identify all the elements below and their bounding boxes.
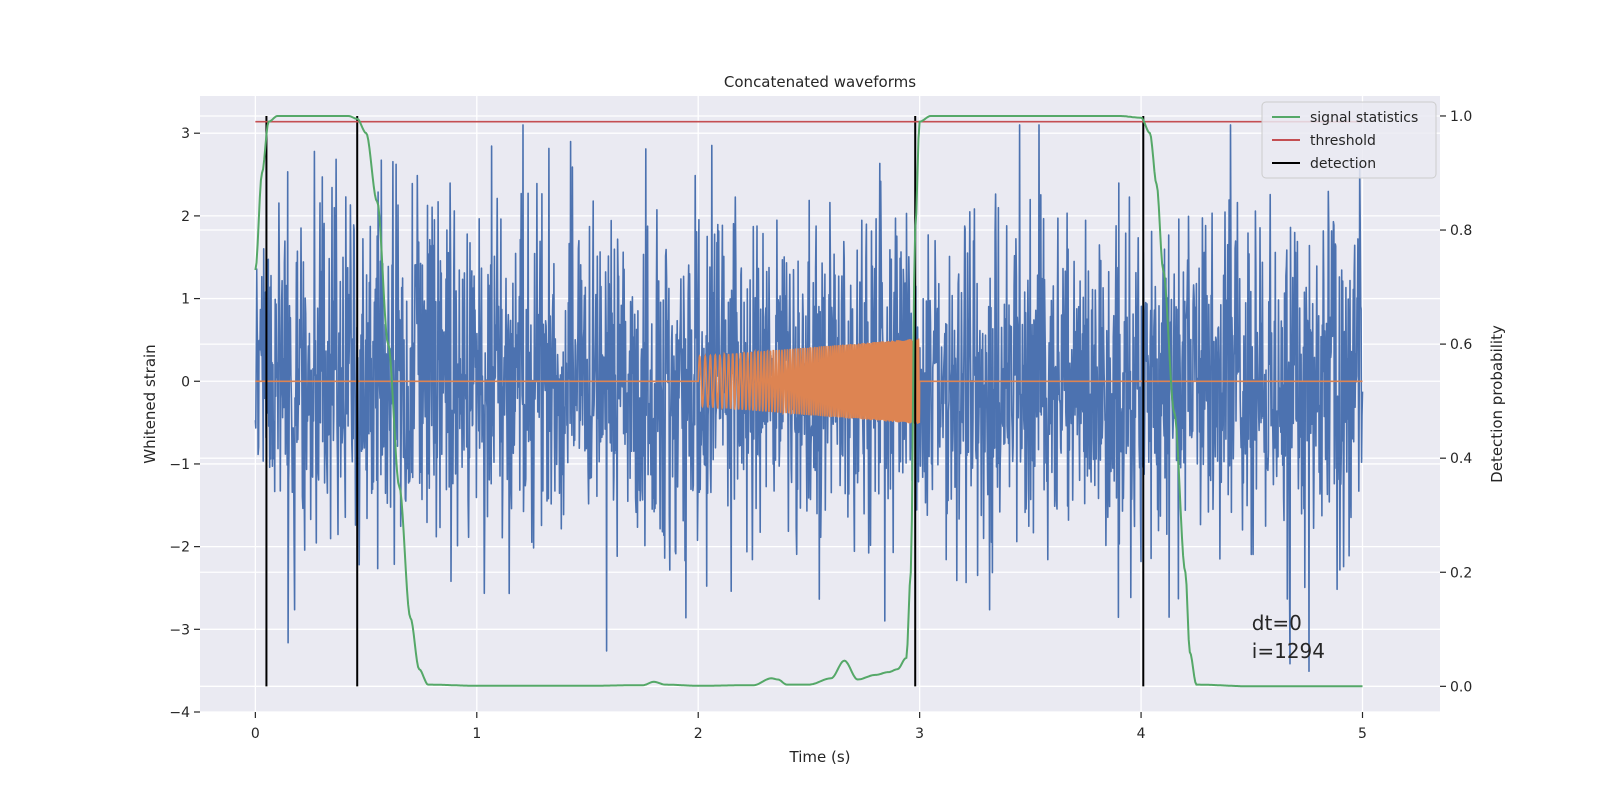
annotations: dt=0 i=1294 (1252, 611, 1325, 663)
axes-ticks: 0 1 2 3 4 5 −4 −3 −2 −1 0 1 2 3 0.0 0.2 0.4 0.6 0.8 1.0 (169, 109, 1472, 742)
y-tick-label: 3 (181, 126, 190, 142)
x-tick-label: 3 (915, 726, 924, 742)
y-tick-label: 2 (181, 209, 190, 225)
y-tick-label: 0 (181, 374, 190, 390)
legend-entry-label: detection (1310, 156, 1376, 172)
y2-axis-label: Detection probability (1488, 325, 1506, 483)
strain-series (254, 124, 1364, 672)
y-axis-label: Whitened strain (141, 344, 159, 463)
y2-tick-label: 0.2 (1450, 565, 1472, 581)
y2-tick-label: 0.0 (1450, 679, 1472, 695)
y2-tick-label: 1.0 (1450, 109, 1472, 125)
x-tick-label: 5 (1358, 726, 1367, 742)
legend-box (1261, 101, 1437, 179)
template-series (255, 338, 1363, 424)
legend-entry-label: threshold (1310, 133, 1376, 149)
legend: signal statistics threshold detection (1261, 101, 1437, 179)
y-tick-label: −4 (169, 705, 190, 721)
y-tick-label: 1 (181, 292, 190, 308)
x-tick-label: 2 (694, 726, 703, 742)
x-tick-label: 4 (1137, 726, 1146, 742)
x-tick-label: 1 (472, 726, 481, 742)
y-tick-label: −2 (169, 540, 190, 556)
y-tick-label: −3 (169, 622, 190, 638)
y2-tick-label: 0.6 (1450, 337, 1472, 353)
y2-tick-label: 0.8 (1450, 223, 1472, 239)
chart-title: Concatenated waveforms (724, 73, 916, 91)
annotation-text: i=1294 (1252, 639, 1325, 663)
annotation-text: dt=0 (1252, 611, 1302, 635)
x-axis-label: Time (s) (789, 748, 851, 766)
plot-content (254, 115, 1364, 688)
signal-statistics-series (254, 115, 1363, 688)
x-tick-label: 0 (251, 726, 260, 742)
y2-tick-label: 0.4 (1450, 451, 1472, 467)
legend-entry-label: signal statistics (1310, 110, 1418, 126)
y-tick-label: −1 (169, 457, 190, 473)
